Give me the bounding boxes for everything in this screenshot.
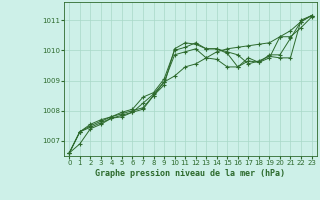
- X-axis label: Graphe pression niveau de la mer (hPa): Graphe pression niveau de la mer (hPa): [95, 169, 285, 178]
